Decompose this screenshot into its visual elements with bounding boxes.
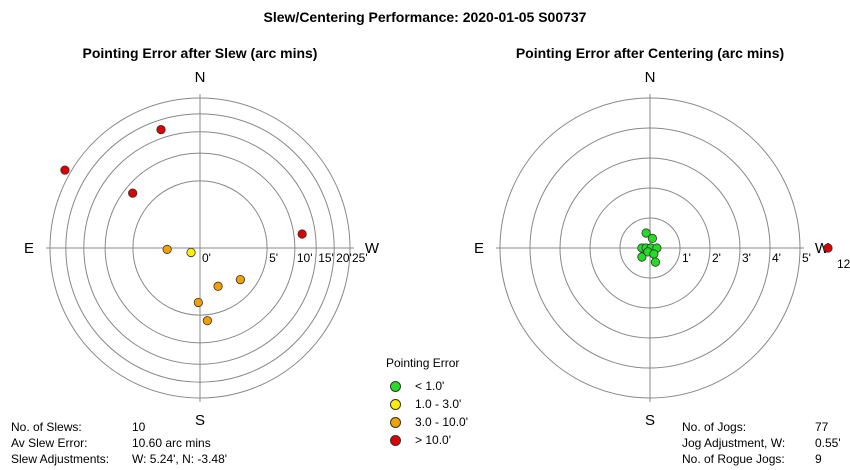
stat-row: No. of Slews: 10 — [11, 419, 227, 435]
legend: Pointing Error < 1.0' 1.0 - 3.0' 3.0 - 10.… — [386, 356, 468, 449]
main-title: Slew/Centering Performance: 2020-01-05 S… — [263, 9, 587, 25]
centering-polar-plot: 1' 2' 3' 4' 5'NSE W12 — [474, 69, 850, 429]
compass-south: S — [195, 412, 205, 429]
slew-polar-plot: 0' 5' 10' 15' 20' 25' N S E W — [24, 69, 380, 429]
compass-south: S — [645, 412, 655, 429]
stat-row: Slew Adjustments: W: 5.24', N: -3.48' — [11, 451, 227, 467]
legend-item: < 1.0' — [386, 377, 468, 395]
stat-row: Jog Adjustment, W: 0.55' — [682, 435, 841, 451]
legend-swatch — [390, 416, 401, 428]
stat-value: 0.55' — [815, 436, 841, 450]
stat-label: Jog Adjustment, W: — [682, 436, 786, 450]
ring-label: 1' — [682, 251, 691, 265]
stat-row: No. of Jogs: 77 — [682, 419, 841, 435]
data-point — [641, 228, 651, 238]
legend-label: 3.0 - 10.0' — [415, 415, 468, 429]
legend-title: Pointing Error — [386, 356, 460, 370]
compass-west: W — [365, 240, 380, 257]
data-point — [186, 247, 196, 258]
legend-swatch — [390, 398, 401, 410]
compass-east: E — [474, 240, 484, 257]
legend-item: 3.0 - 10.0' — [386, 413, 468, 431]
legend-item: 1.0 - 3.0' — [386, 395, 468, 413]
stat-value: W: 5.24', N: -3.48' — [132, 452, 228, 466]
compass-north: N — [645, 69, 656, 86]
data-point — [128, 188, 138, 198]
stat-label: Av Slew Error: — [11, 436, 88, 450]
legend-item: > 10.0' — [386, 431, 468, 449]
ring-label: 25' — [352, 251, 368, 265]
data-point — [297, 229, 307, 239]
legend-swatch — [390, 434, 401, 446]
data-point — [193, 297, 203, 308]
stat-label: No. of Jogs: — [682, 420, 747, 434]
data-point — [162, 244, 172, 254]
slew-stats: No. of Slews: 10 Av Slew Error: 10.60 arc m… — [11, 419, 227, 467]
data-point — [650, 257, 661, 267]
ring-label: 4' — [772, 251, 781, 265]
slew-plot-title: Pointing Error after Slew (arc mins) — [82, 45, 318, 61]
compass-east: E — [24, 240, 34, 257]
legend-label: > 10.0' — [415, 433, 451, 447]
stat-value: 77 — [815, 420, 829, 434]
data-point — [649, 249, 659, 259]
off-scale-label: 12 — [837, 257, 850, 271]
data-point — [213, 281, 223, 291]
ring-label: 10' — [297, 251, 313, 265]
off-scale-point — [823, 243, 833, 253]
stat-value: 10 — [132, 420, 146, 434]
ring-label: 5' — [269, 251, 278, 265]
ring-label: 3' — [742, 251, 751, 265]
data-point — [235, 274, 245, 285]
data-point — [156, 124, 166, 135]
legend-label: 1.0 - 3.0' — [415, 397, 462, 411]
legend-swatch — [390, 380, 401, 392]
stat-label: No. of Rogue Jogs: — [682, 452, 785, 466]
data-point — [637, 252, 647, 262]
ring-label: 2' — [712, 251, 721, 265]
data-point — [60, 165, 70, 175]
ring-label: 0' — [202, 251, 211, 265]
stat-row: Av Slew Error: 10.60 arc mins — [11, 435, 227, 451]
ring-label: 20' — [336, 251, 352, 265]
centering-plot-title: Pointing Error after Centering (arc mins… — [515, 45, 785, 61]
stat-label: No. of Slews: — [11, 420, 82, 434]
stat-value: 9 — [815, 452, 822, 466]
data-point — [647, 233, 658, 243]
stat-row: No. of Rogue Jogs: 9 — [682, 451, 841, 467]
data-point — [202, 316, 212, 326]
stat-value: 10.60 arc mins — [132, 436, 211, 450]
compass-north: N — [195, 69, 206, 86]
stat-label: Slew Adjustments: — [11, 452, 110, 466]
legend-label: < 1.0' — [415, 379, 445, 393]
ring-label: 15' — [318, 251, 334, 265]
ring-label: 5' — [802, 251, 811, 265]
jog-stats: No. of Jogs: 77 Jog Adjustment, W: 0.55' No.… — [682, 419, 841, 467]
